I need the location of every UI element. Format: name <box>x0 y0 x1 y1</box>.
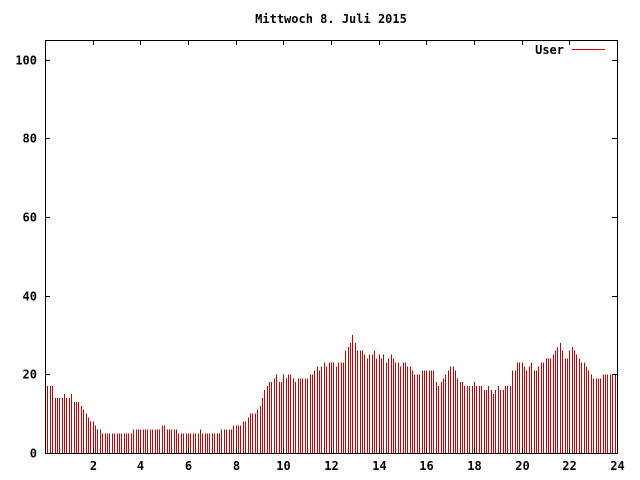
x-tick-label: 22 <box>562 459 576 473</box>
y-tick-label: 0 <box>30 447 37 461</box>
x-tick-label: 8 <box>233 459 240 473</box>
y-tick-label: 40 <box>23 290 37 304</box>
x-tick-label: 20 <box>515 459 529 473</box>
bar-series-user <box>45 335 616 453</box>
y-tick-label: 100 <box>15 54 37 68</box>
x-tick-label: 24 <box>610 459 624 473</box>
y-tick-label: 80 <box>23 132 37 146</box>
legend-label-user: User <box>535 43 564 57</box>
x-tick-label: 2 <box>90 459 97 473</box>
x-tick-label: 14 <box>372 459 386 473</box>
y-tick-label: 60 <box>23 211 37 225</box>
x-tick-label: 4 <box>137 459 144 473</box>
legend: User <box>535 43 605 57</box>
x-tick-label: 16 <box>419 459 433 473</box>
x-tick-label: 10 <box>276 459 290 473</box>
y-tick-label: 20 <box>23 368 37 382</box>
x-tick-label: 6 <box>185 459 192 473</box>
chart-title: Mittwoch 8. Juli 2015 <box>255 12 407 26</box>
plot-frame <box>45 40 618 454</box>
x-tick-label: 12 <box>324 459 338 473</box>
x-tick-label: 18 <box>467 459 481 473</box>
